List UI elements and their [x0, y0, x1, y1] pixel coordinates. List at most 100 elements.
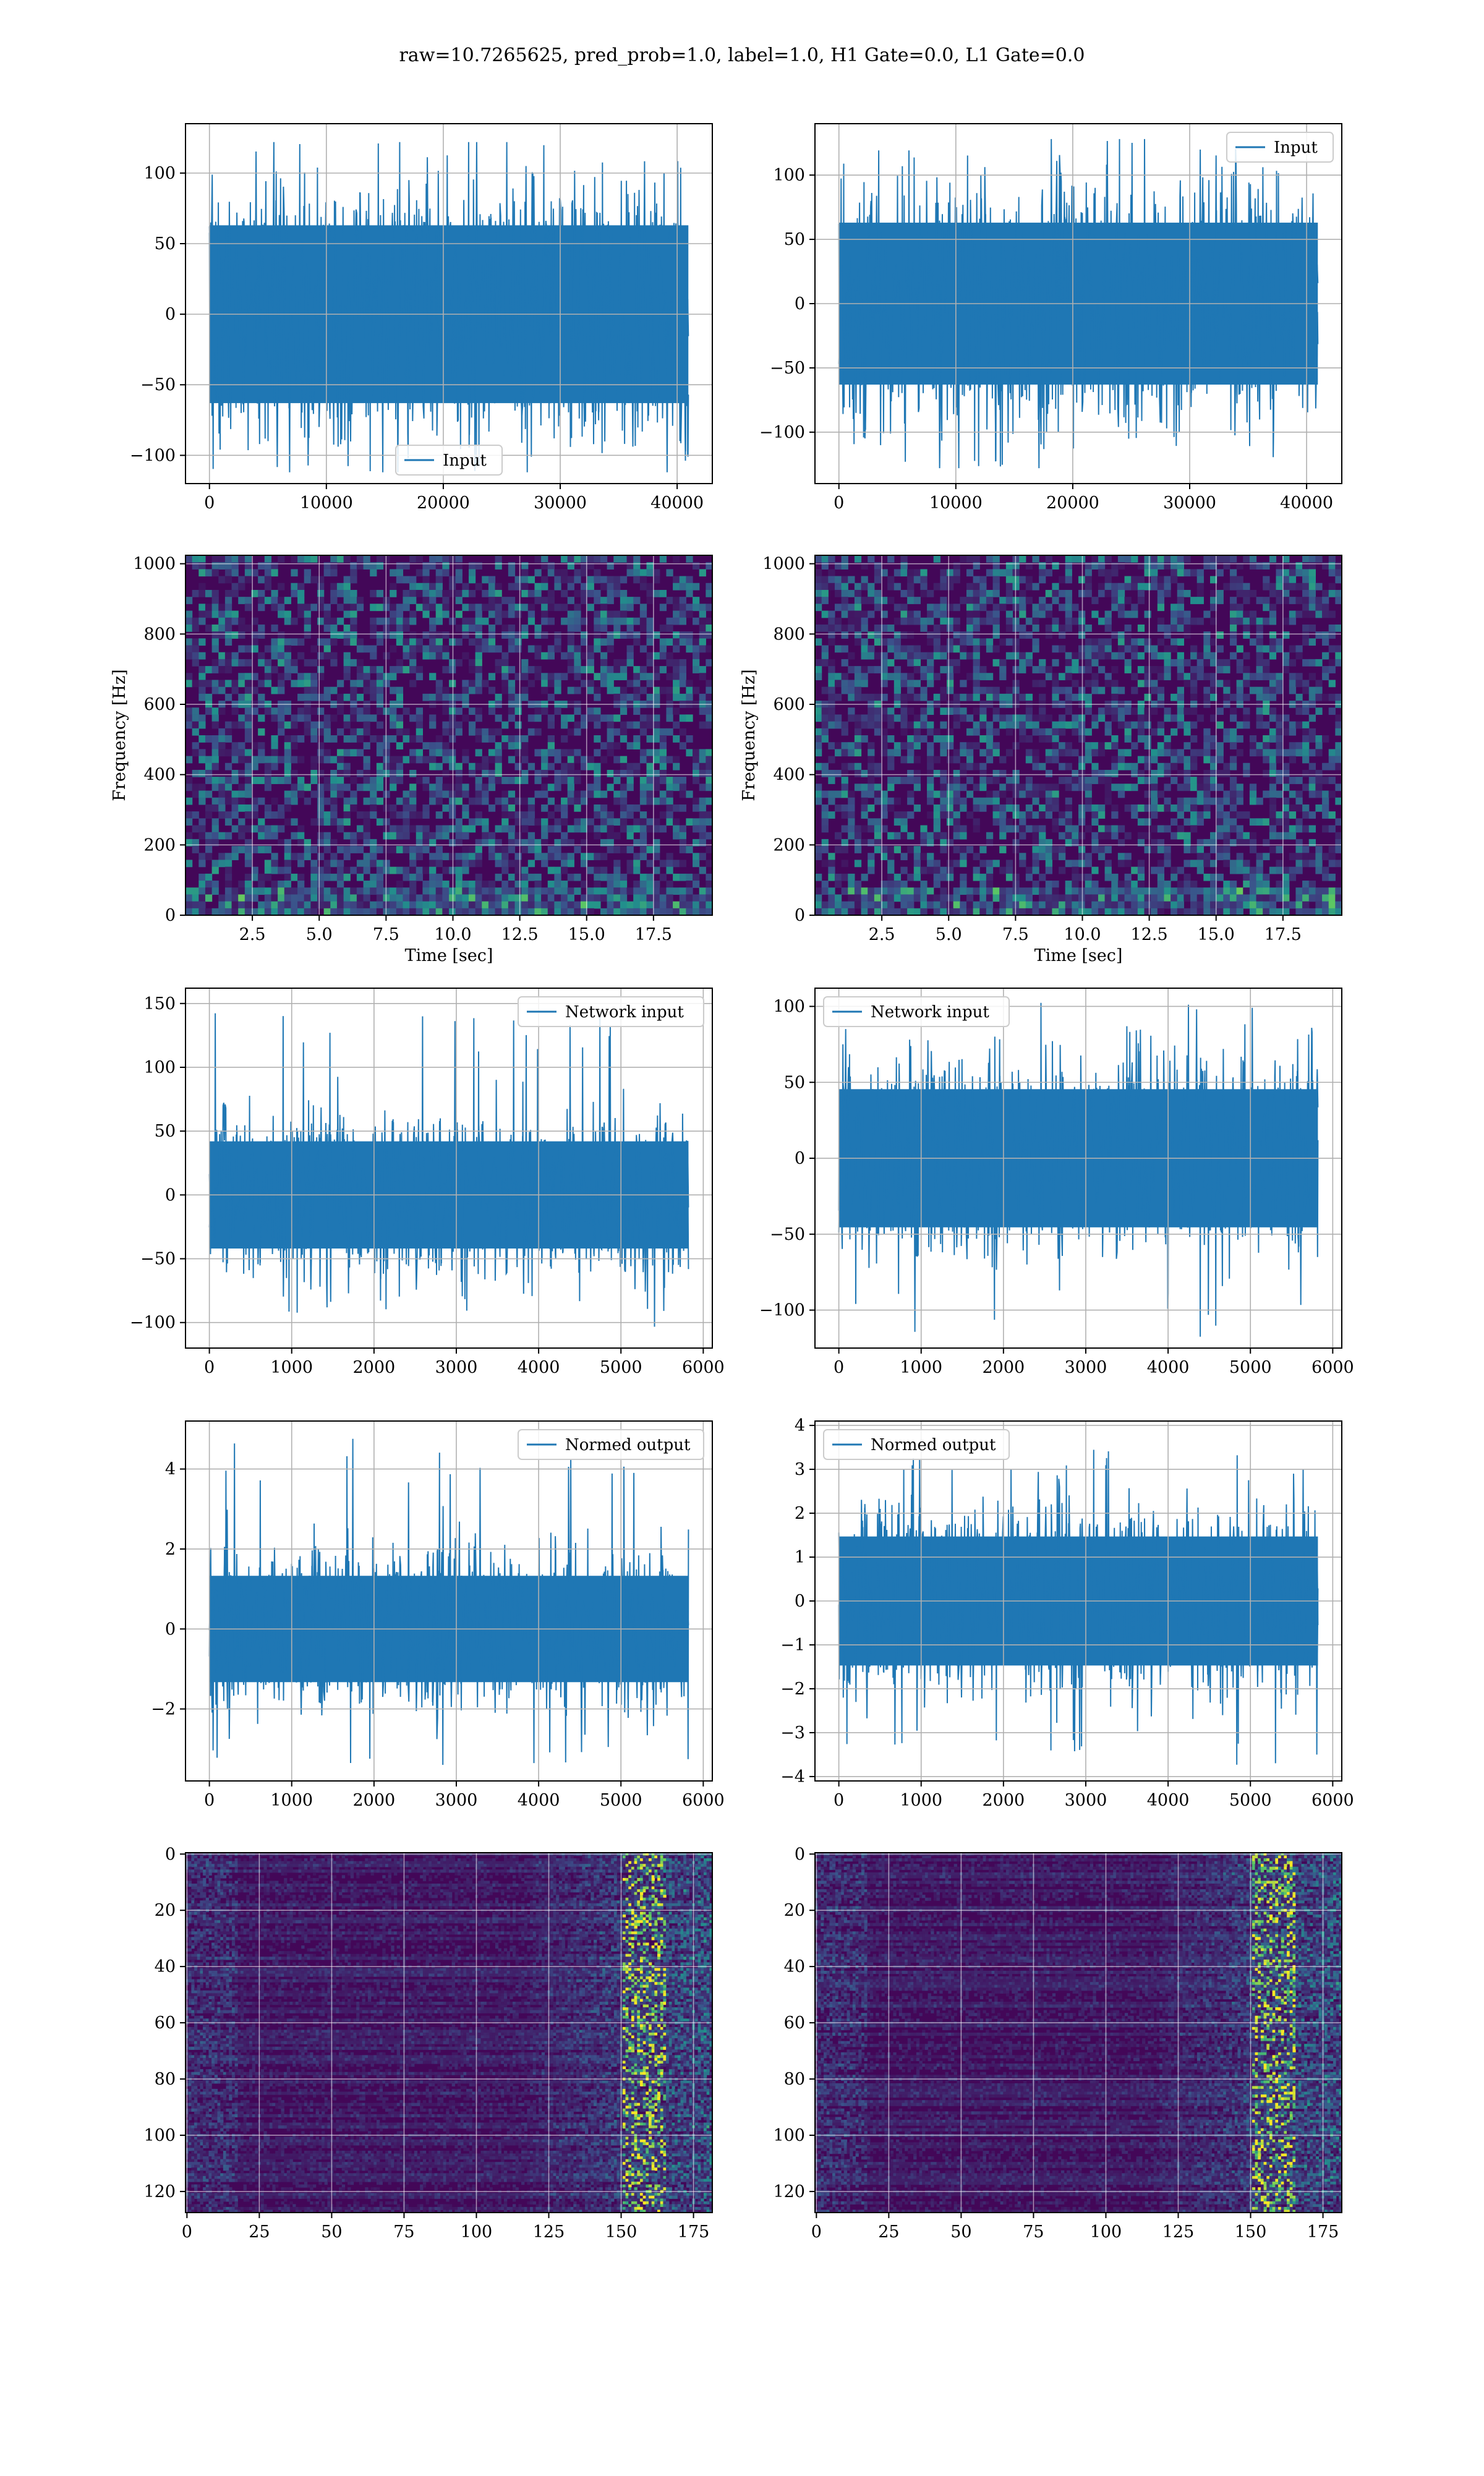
chart-row2-left-cell: [508, 805, 515, 812]
chart-row2-right-cell: [861, 722, 868, 729]
chart-row2-right-cell: [848, 832, 855, 840]
chart-row2-right-cell: [1078, 874, 1085, 881]
chart-row2-left-cell: [396, 832, 403, 840]
chart-row2-left-cell: [541, 707, 548, 715]
chart-row2-left-cell: [192, 638, 199, 646]
chart-row2-left-cell: [271, 666, 278, 673]
chart-row2-right-cell: [934, 625, 940, 632]
chart-row2-left-cell: [429, 902, 436, 909]
chart-row2-right-cell: [848, 687, 855, 694]
chart-row2-left-cell: [515, 867, 522, 874]
chart-row2-left-cell: [198, 735, 205, 743]
chart-row2-left-cell: [403, 846, 409, 853]
chart-row2-left-cell: [501, 597, 508, 604]
chart-row2-left-cell: [238, 714, 245, 722]
chart-row2-right-cell: [973, 680, 980, 687]
chart-row2-left-cell: [673, 707, 680, 715]
chart-row2-right-cell: [1171, 763, 1177, 771]
chart-row2-left-cell: [192, 749, 199, 756]
chart-row2-right-cell: [861, 791, 868, 798]
chart-row2-left-cell: [357, 680, 364, 687]
chart-row1-left-xtick-label: 20000: [417, 493, 470, 513]
chart-row2-left-cell: [364, 867, 370, 874]
chart-row2-right-cell: [822, 597, 829, 604]
chart-row2-right-cell: [1183, 798, 1190, 805]
chart-row2-left-cell: [613, 555, 620, 563]
chart-row2-right-cell: [1085, 646, 1092, 653]
chart-row2-right-cell: [1177, 652, 1184, 660]
chart-row2-left-cell: [284, 707, 291, 715]
chart-row2-left-cell: [304, 798, 311, 805]
chart-row2-left-cell: [613, 618, 620, 625]
chart-row2-right-cell: [953, 707, 960, 715]
chart-row2-right-cell: [927, 590, 934, 597]
chart-row2-right-cell: [1309, 777, 1316, 784]
chart-row2-right-cell: [1329, 646, 1336, 653]
chart-row2-right-cell: [828, 618, 835, 625]
chart-row2-right-cell: [1217, 631, 1224, 639]
chart-row2-right-cell: [1085, 666, 1092, 673]
chart-row2-right-cell: [1282, 887, 1289, 895]
chart-row2-right-cell: [914, 680, 921, 687]
chart-row2-right-cell: [940, 867, 947, 874]
chart-row2-left-cell: [429, 832, 436, 840]
chart-row2-right-cell: [940, 887, 947, 895]
chart-row2-left-cell: [706, 763, 712, 771]
chart-row2-left-cell: [673, 618, 680, 625]
chart-row2-right-cell: [927, 853, 934, 860]
chart-row2-right-cell: [934, 694, 940, 701]
chart-row2-right-cell: [900, 728, 907, 736]
chart-row2-left-cell: [324, 722, 331, 729]
chart-row2-left-cell: [686, 631, 693, 639]
chart-row2-left-cell: [706, 783, 712, 791]
chart-row2-left-cell: [613, 576, 620, 584]
chart-row2-left-cell: [350, 735, 357, 743]
chart-row2-left-cell: [594, 874, 600, 881]
chart-row2-right-cell: [1158, 618, 1164, 625]
chart-row2-left-cell: [673, 694, 680, 701]
chart-row2-left-cell: [653, 853, 660, 860]
chart-row2-left-cell: [186, 756, 192, 764]
chart-row2-left-cell: [653, 569, 660, 576]
chart-row1-left-xtick-label: 30000: [534, 493, 587, 513]
chart-row2-left-cell: [192, 625, 199, 632]
chart-row2-left-cell: [633, 576, 640, 584]
chart-row2-left-cell: [620, 846, 627, 853]
chart-row2-right-cell: [973, 707, 980, 715]
chart-row2-left-cell: [278, 777, 284, 784]
chart-row2-right-cell: [1335, 742, 1342, 749]
chart-row2-right-cell: [1230, 597, 1237, 604]
chart-row2-right-cell: [960, 846, 966, 853]
chart-row2-right-cell: [1243, 625, 1250, 632]
chart-row2-right-cell: [1138, 860, 1145, 867]
chart-row2-left-cell: [647, 887, 654, 895]
chart-row2-right-cell: [973, 805, 980, 812]
chart-row2-right-cell: [953, 805, 960, 812]
chart-row2-right-cell: [1203, 887, 1210, 895]
chart-row2-left-cell: [271, 749, 278, 756]
chart-row2-right-cell: [1282, 763, 1289, 771]
chart-row2-right-cell: [1046, 770, 1052, 777]
chart-row2-left-cell: [212, 707, 219, 715]
chart-row2-left-cell: [613, 590, 620, 597]
chart-row2-left-cell: [278, 631, 284, 639]
chart-row2-right-cell: [1098, 666, 1105, 673]
chart-row2-left-cell: [449, 811, 456, 819]
chart-row2-left-cell: [548, 867, 555, 874]
chart-row2-left-cell: [561, 714, 568, 722]
chart-row2-left-cell: [627, 722, 634, 729]
chart-row2-left-cell: [680, 728, 686, 736]
chart-row2-left-cell: [501, 818, 508, 826]
chart-row2-right-cell: [1151, 811, 1158, 819]
chart-row2-left-cell: [330, 652, 337, 660]
chart-row2-left-cell: [403, 707, 409, 715]
chart-row2-left-cell: [568, 576, 574, 584]
chart-row2-left-cell: [245, 625, 252, 632]
chart-row2-left-cell: [297, 714, 304, 722]
chart-row2-right-cell: [861, 902, 868, 909]
chart-row2-right-cell: [1019, 860, 1026, 867]
chart-row2-left-cell: [469, 881, 475, 888]
chart-row2-right-cell: [1250, 874, 1256, 881]
chart-row2-left-cell: [192, 826, 199, 833]
chart-row2-left-cell: [673, 874, 680, 881]
